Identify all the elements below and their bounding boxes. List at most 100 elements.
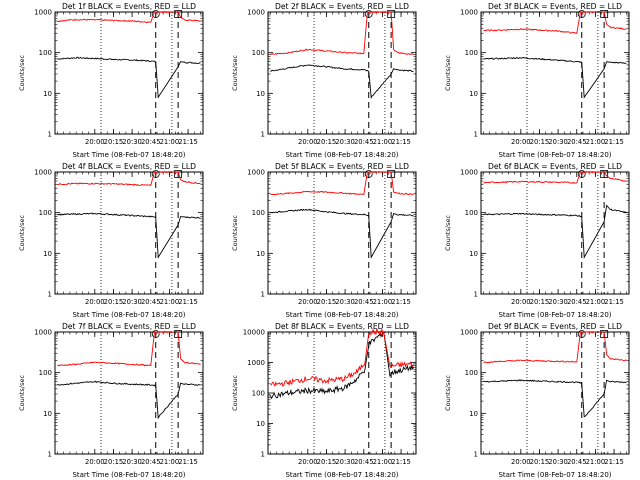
y-tick-label: 10 xyxy=(43,410,52,418)
chart-title: Det 2f BLACK = Events, RED = LLD xyxy=(275,2,409,11)
chart-svg: Det 3f BLACK = Events, RED = LLD Counts/s… xyxy=(444,2,630,159)
y-axis-label: Counts/sec xyxy=(18,55,26,91)
x-axis-label: Start Time (08-Feb-07 18:48:20) xyxy=(498,311,611,319)
panel-det-1f: Det 1f BLACK = Events, RED = LLD Counts/s… xyxy=(0,0,213,160)
x-tick-label: 21:00 xyxy=(586,458,606,466)
saa-end-marker xyxy=(600,330,609,338)
saa-end-marker xyxy=(174,10,183,18)
x-tick-label: 20:30 xyxy=(335,138,355,146)
saa-start-marker xyxy=(151,170,160,178)
panel-det-9f: Det 9f BLACK = Events, RED = LLD Counts/s… xyxy=(426,320,639,480)
y-tick-label: 1000 xyxy=(34,169,52,177)
chart-title: Det 6f BLACK = Events, RED = LLD xyxy=(488,162,622,171)
panel-det-7f: Det 7f BLACK = Events, RED = LLD Counts/s… xyxy=(0,320,213,480)
events-series-line xyxy=(57,56,201,99)
x-tick-label: 20:00 xyxy=(298,458,318,466)
x-tick-label: 20:30 xyxy=(122,138,142,146)
saa-start-marker xyxy=(151,330,160,338)
y-tick-label: 10 xyxy=(43,250,52,258)
saa-end-marker xyxy=(174,330,183,338)
y-tick-label: 1 xyxy=(261,291,265,299)
saa-start-marker xyxy=(364,170,373,178)
panel-det-8f: Det 8f BLACK = Events, RED = LLD Counts/s… xyxy=(213,320,426,480)
x-tick-label: 20:00 xyxy=(85,298,105,306)
plot-frame xyxy=(54,171,204,295)
saa-start-marker xyxy=(151,10,160,18)
y-tick-label: 10 xyxy=(469,90,478,98)
x-axis-label: Start Time (08-Feb-07 18:48:20) xyxy=(72,311,185,319)
saa-end-marker xyxy=(600,10,609,18)
x-axis-label: Start Time (08-Feb-07 18:48:20) xyxy=(285,311,398,319)
events-series-line xyxy=(270,64,414,100)
chart-svg: Det 7f BLACK = Events, RED = LLD Counts/s… xyxy=(18,322,204,479)
chart-svg: Det 9f BLACK = Events, RED = LLD Counts/s… xyxy=(444,322,630,479)
x-axis-label: Start Time (08-Feb-07 18:48:20) xyxy=(498,151,611,159)
y-tick-label: 1 xyxy=(474,291,478,299)
y-axis-label: Counts/sec xyxy=(18,215,26,251)
x-tick-label: 20:15 xyxy=(104,458,124,466)
x-tick-label: 20:30 xyxy=(335,298,355,306)
x-tick-label: 21:00 xyxy=(586,298,606,306)
plot-frame xyxy=(480,171,630,295)
x-tick-label: 20:30 xyxy=(122,298,142,306)
saa-start-marker xyxy=(577,10,586,18)
lld-series-line xyxy=(57,330,201,367)
x-axis-label: Start Time (08-Feb-07 18:48:20) xyxy=(285,471,398,479)
x-tick-label: 20:00 xyxy=(511,298,531,306)
chart-svg: Det 2f BLACK = Events, RED = LLD Counts/s… xyxy=(231,2,417,159)
chart-svg: Det 4f BLACK = Events, RED = LLD Counts/s… xyxy=(18,162,204,319)
lld-series-line xyxy=(270,328,414,388)
lld-series-line xyxy=(483,330,627,364)
y-tick-label: 100 xyxy=(39,209,52,217)
y-tick-label: 1 xyxy=(474,131,478,139)
panel-det-4f: Det 4f BLACK = Events, RED = LLD Counts/s… xyxy=(0,160,213,320)
x-tick-label: 21:15 xyxy=(178,298,198,306)
x-tick-label: 21:15 xyxy=(178,458,198,466)
panel-det-6f: Det 6f BLACK = Events, RED = LLD Counts/s… xyxy=(426,160,639,320)
x-tick-label: 20:45 xyxy=(354,298,374,306)
x-tick-label: 21:15 xyxy=(391,458,411,466)
x-tick-label: 20:15 xyxy=(530,458,550,466)
y-tick-label: 1000 xyxy=(247,359,265,367)
saa-start-marker xyxy=(577,330,586,338)
plot-frame xyxy=(54,11,204,135)
y-tick-label: 1 xyxy=(48,291,52,299)
saa-start-marker xyxy=(364,10,373,18)
y-tick-label: 10 xyxy=(256,250,265,258)
panel-det-5f: Det 5f BLACK = Events, RED = LLD Counts/s… xyxy=(213,160,426,320)
y-tick-label: 100 xyxy=(252,49,265,57)
panel-det-2f: Det 2f BLACK = Events, RED = LLD Counts/s… xyxy=(213,0,426,160)
x-tick-label: 20:00 xyxy=(511,458,531,466)
y-tick-label: 10 xyxy=(469,410,478,418)
y-tick-label: 100 xyxy=(465,369,478,377)
x-axis-label: Start Time (08-Feb-07 18:48:20) xyxy=(285,151,398,159)
y-tick-label: 1000 xyxy=(460,329,478,337)
plot-frame xyxy=(54,331,204,455)
y-axis-label: Counts/sec xyxy=(231,55,239,91)
events-series-line xyxy=(57,212,201,259)
x-tick-label: 20:15 xyxy=(317,298,337,306)
x-tick-label: 21:00 xyxy=(373,138,393,146)
events-series-line xyxy=(270,331,414,400)
x-tick-label: 20:15 xyxy=(530,138,550,146)
x-tick-label: 20:30 xyxy=(548,458,568,466)
y-tick-label: 10 xyxy=(469,250,478,258)
y-tick-label: 100 xyxy=(39,49,52,57)
y-tick-label: 100 xyxy=(252,209,265,217)
y-tick-label: 10 xyxy=(43,90,52,98)
chart-title: Det 5f BLACK = Events, RED = LLD xyxy=(275,162,409,171)
y-tick-label: 1 xyxy=(261,451,265,459)
x-tick-label: 20:15 xyxy=(317,138,337,146)
y-tick-label: 1000 xyxy=(460,9,478,17)
events-series-line xyxy=(270,208,414,259)
plot-frame xyxy=(480,331,630,455)
x-tick-label: 20:15 xyxy=(530,298,550,306)
x-tick-label: 20:45 xyxy=(567,458,587,466)
chart-svg: Det 8f BLACK = Events, RED = LLD Counts/s… xyxy=(231,322,417,479)
panel-det-3f: Det 3f BLACK = Events, RED = LLD Counts/s… xyxy=(426,0,639,160)
y-axis-label: Counts/sec xyxy=(18,375,26,411)
chart-svg: Det 1f BLACK = Events, RED = LLD Counts/s… xyxy=(18,2,204,159)
chart-title: Det 3f BLACK = Events, RED = LLD xyxy=(488,2,622,11)
x-tick-label: 20:45 xyxy=(354,458,374,466)
